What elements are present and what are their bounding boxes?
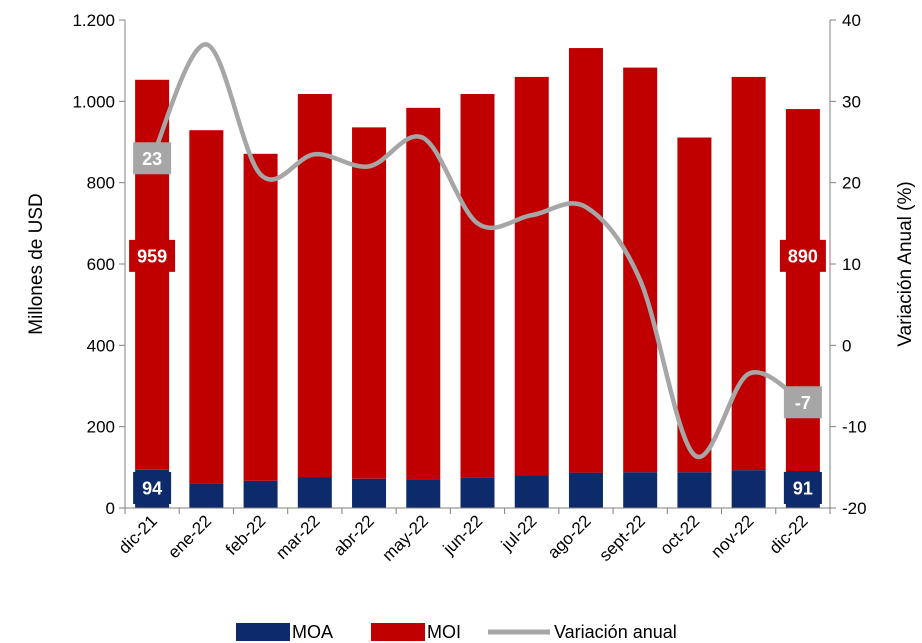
- legend-swatch-moa: [236, 623, 290, 641]
- y-right-axis-title: Variación Anual (%): [895, 181, 916, 346]
- bar-moi: [460, 94, 495, 478]
- bar-moa: [460, 477, 495, 508]
- legend-swatch-moi: [371, 623, 425, 641]
- bar-moa: [568, 472, 603, 508]
- y-left-tick-label: 600: [87, 255, 115, 274]
- data-label-box: [783, 386, 822, 419]
- y-right-tick-label: 20: [842, 174, 861, 193]
- bar-moa: [406, 479, 441, 508]
- x-tick-label: dic-21: [115, 511, 161, 557]
- y-right-tick-label: -20: [842, 499, 867, 518]
- y-left-tick-label: 1.200: [72, 11, 115, 30]
- y-left-tick-label: 400: [87, 336, 115, 355]
- bar-moa: [677, 472, 712, 508]
- bar-moi: [243, 153, 278, 481]
- bar-moi: [189, 130, 224, 484]
- legend: MOA MOI Variación anual: [236, 622, 677, 642]
- y-right-tick-label: 0: [842, 336, 851, 355]
- data-label: 94: [142, 479, 162, 499]
- data-label-box: [779, 239, 826, 272]
- y-right-tick-label: 30: [842, 92, 861, 111]
- data-label-box: [129, 239, 176, 272]
- bar-moi: [352, 127, 387, 479]
- bar-moi: [731, 76, 766, 471]
- bar-moi: [297, 94, 332, 478]
- y-left-tick-label: 0: [106, 499, 115, 518]
- bar-moa: [352, 478, 387, 508]
- x-tick-label: mar-22: [272, 511, 324, 563]
- bar-moi: [135, 79, 170, 470]
- data-label: 959: [137, 246, 167, 266]
- data-label: 890: [788, 246, 818, 266]
- bar-moa: [297, 477, 332, 508]
- bar-moi: [514, 76, 549, 476]
- x-tick-label: sept-22: [595, 511, 649, 565]
- bar-moa: [731, 470, 766, 508]
- bar-moi: [568, 48, 603, 473]
- bar-moi: [406, 107, 441, 480]
- y-right-tick-label: 40: [842, 11, 861, 30]
- x-tick-label: jul-22: [497, 511, 541, 555]
- plot-area: 0 200 400 600 800 1.000 1.200 -20 -10 0 10 20 30 40 di…: [72, 11, 866, 565]
- data-label-box: [133, 142, 172, 175]
- x-tick-label: abr-22: [330, 511, 378, 559]
- bar-moa: [514, 475, 549, 508]
- x-tick-label: may-22: [379, 511, 433, 565]
- x-tick-label: feb-22: [222, 511, 270, 559]
- bar-moa: [243, 480, 278, 508]
- data-label-box: [783, 472, 822, 504]
- bar-moa: [189, 483, 224, 508]
- data-label: 23: [142, 149, 162, 169]
- x-tick-label: ene-22: [164, 511, 215, 562]
- bar-moa: [623, 472, 658, 508]
- legend-label: Variación anual: [554, 622, 677, 642]
- x-tick-label: jun-22: [439, 511, 487, 559]
- bar-moi: [623, 67, 658, 473]
- y-right-tick-label: -10: [842, 418, 867, 437]
- x-tick-label: nov-22: [707, 511, 757, 561]
- x-tick-label: ago-22: [544, 511, 595, 562]
- y-left-tick-label: 1.000: [72, 92, 115, 111]
- data-label: 91: [793, 479, 813, 499]
- data-label-box: [133, 472, 172, 504]
- bar-moi: [677, 137, 712, 473]
- legend-label: MOI: [427, 622, 461, 642]
- x-tick-label: oct-22: [656, 511, 703, 558]
- line-variacion-anual: [149, 42, 806, 460]
- data-label: -7: [795, 393, 811, 413]
- x-tick-label: dic-22: [766, 511, 812, 557]
- legend-label: MOA: [292, 622, 333, 642]
- y-left-tick-label: 800: [87, 174, 115, 193]
- y-left-tick-label: 200: [87, 418, 115, 437]
- y-left-axis-title: Millones de USD: [26, 193, 47, 335]
- y-right-tick-label: 10: [842, 255, 861, 274]
